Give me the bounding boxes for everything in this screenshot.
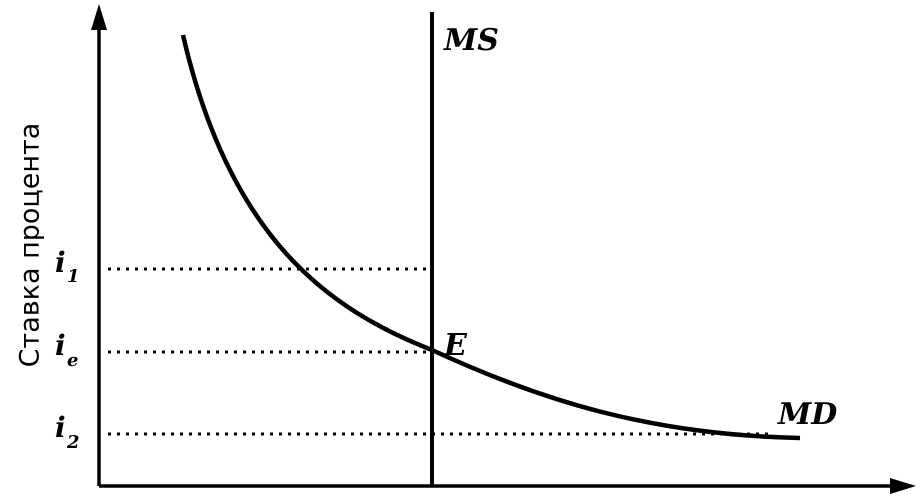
svg-text:i: i	[55, 246, 66, 279]
rate-label-i1: i 1	[55, 246, 80, 287]
svg-text:e: e	[67, 350, 78, 371]
svg-text:1: 1	[67, 266, 80, 287]
md-label: MD	[777, 397, 837, 432]
rate-label-i2: i 2	[55, 411, 80, 453]
equilibrium-label: E	[443, 328, 468, 363]
svg-text:2: 2	[66, 432, 80, 453]
x-axis-arrow-icon	[890, 478, 916, 494]
y-axis-arrow-icon	[91, 4, 107, 30]
ms-label: MS	[443, 23, 499, 58]
svg-text:i: i	[55, 411, 66, 444]
svg-text:i: i	[55, 329, 66, 362]
money-demand-curve	[180, 34, 801, 441]
rate-label-ie: i e	[55, 329, 78, 371]
